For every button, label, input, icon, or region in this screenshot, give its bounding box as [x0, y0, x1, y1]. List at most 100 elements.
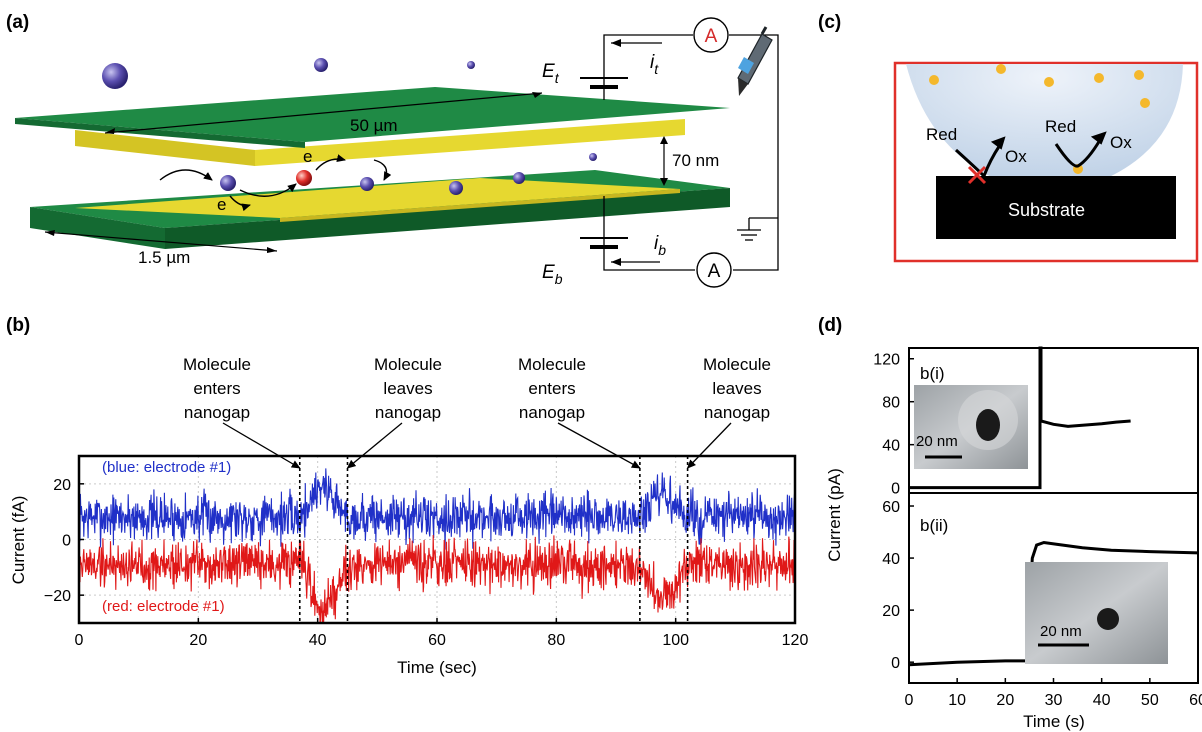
- series-d-bottom: [908, 540, 1199, 667]
- annotation-text: Molecule: [518, 355, 586, 374]
- pen-icon: [737, 26, 773, 96]
- annotation-arrow: [346, 422, 403, 469]
- series-d-top: [909, 346, 1131, 490]
- substrate-label: Substrate: [1008, 200, 1085, 220]
- y-tick-label-b: 20: [53, 477, 71, 494]
- reaction-arrow-2: [1054, 139, 1102, 168]
- annotation-text: Molecule: [183, 355, 251, 374]
- circuit: [603, 34, 779, 271]
- ammeter-top: [693, 17, 729, 53]
- molecule-gap: [220, 175, 236, 191]
- y-tick-label-d-top: 40: [882, 438, 900, 455]
- nanoparticles: [929, 64, 1150, 174]
- annotation-text: nanogap: [704, 403, 770, 422]
- x-tick-label-b: 60: [428, 632, 446, 649]
- ox-label-2: Ox: [1110, 133, 1132, 152]
- x-axis-label-d: Time (s): [1023, 712, 1085, 731]
- legend-blue: (blue: electrode #1): [102, 459, 231, 476]
- annotation-text: Molecule: [703, 355, 771, 374]
- dimension-50um-label: 50 µm: [350, 116, 398, 135]
- legend-red: (red: electrode #1): [102, 598, 225, 615]
- molecule-small: [467, 61, 475, 69]
- molecule-gap: [449, 181, 463, 195]
- annotation-text: nanogap: [184, 403, 250, 422]
- tem-image-top: 20 nm: [914, 385, 1028, 469]
- panel-c: (c) Substrate b Red Ox Red Ox: [818, 12, 1199, 263]
- eb-label: Eb: [542, 262, 563, 287]
- top-gold-front: [75, 130, 255, 166]
- annotation-text: enters: [193, 379, 240, 398]
- event-annotation: Molecule leaves nanogap: [346, 355, 442, 469]
- annotation-text: nanogap: [519, 403, 585, 422]
- electron-arrow: [159, 169, 213, 181]
- x-tick-label-d: 20: [996, 692, 1014, 709]
- subplot-label-top: b(i): [920, 364, 945, 383]
- axis-ticks-d: 0408012002040600102030405060: [873, 352, 1202, 709]
- y-tick-label-d-bottom: 60: [882, 499, 900, 516]
- molecule-small: [589, 153, 597, 161]
- tem-image-bottom: 20 nm: [1025, 562, 1168, 664]
- annotation-arrow: [686, 422, 732, 469]
- scale-bar-top: 20 nm: [916, 433, 958, 450]
- molecule: [314, 58, 328, 72]
- scale-bar-bottom: 20 nm: [1040, 623, 1082, 640]
- bottom-gold-edge: [280, 189, 680, 222]
- x-tick-label-d: 30: [1045, 692, 1063, 709]
- x-tick-label-d: 60: [1189, 692, 1202, 709]
- dimension-50um: [104, 92, 543, 134]
- top-electrode-front: [15, 118, 305, 148]
- dimension-1-5um-label: 1.5 µm: [138, 248, 190, 267]
- annotation-arrow: [222, 422, 301, 469]
- annotation-text: leaves: [383, 379, 432, 398]
- ox-label-1: Ox: [1005, 147, 1027, 166]
- annotation-text: enters: [528, 379, 575, 398]
- bottom-gold-film: [75, 178, 680, 218]
- x-tick-label-d: 0: [905, 692, 914, 709]
- panel-b: (b) Molecule enters nanogap Molecule leaves n…: [6, 315, 808, 677]
- electron-arrow: [315, 154, 346, 171]
- red-label-2: Red: [1045, 117, 1076, 136]
- x-tick-label-b: 0: [75, 632, 84, 649]
- event-lines: [298, 456, 689, 623]
- reaction-arrow-1: [954, 144, 1002, 179]
- annotation-text: Molecule: [374, 355, 442, 374]
- et-label: Et: [542, 61, 560, 86]
- blocked-cross-icon: [967, 165, 987, 185]
- y-tick-label-d-top: 80: [882, 395, 900, 412]
- molecule-large: [102, 63, 128, 89]
- annotation-arrow: [557, 422, 641, 469]
- dimension-70nm-label: 70 nm: [672, 151, 719, 170]
- electron-label-top: e: [303, 147, 312, 166]
- annotation-text: nanogap: [375, 403, 441, 422]
- panel-b-label: (b): [6, 315, 30, 336]
- axis-ticks-b: 0 20 40 60 80 100 120 −20 0 20: [44, 477, 809, 649]
- x-tick-label-d: 10: [948, 692, 966, 709]
- x-tick-label-d: 40: [1093, 692, 1111, 709]
- top-gold-side: [255, 119, 685, 166]
- dimension-1-5um: [44, 231, 278, 252]
- x-tick-label-b: 80: [547, 632, 565, 649]
- x-axis-label-b: Time (sec): [397, 658, 477, 677]
- electron-arrow: [239, 183, 297, 197]
- event-annotation: Molecule enters nanogap: [183, 355, 301, 469]
- x-tick-label-b: 20: [189, 632, 207, 649]
- ammeter-bottom: [696, 252, 732, 288]
- x-tick-label-b: 40: [309, 632, 327, 649]
- event-annotation: Molecule enters nanogap: [518, 355, 641, 469]
- top-electrode-top: [15, 87, 730, 142]
- ammeter-bottom-label: A: [708, 261, 721, 282]
- y-tick-label-d-bottom: 0: [891, 655, 900, 672]
- bottom-electrode-side: [165, 188, 730, 249]
- molecule-active: [296, 170, 312, 186]
- subplot-label-bottom: b(ii): [920, 516, 948, 535]
- panel-d-label: (d): [818, 315, 842, 336]
- panel-a: (a) e e 50 µm: [6, 12, 779, 288]
- substrate: [936, 176, 1176, 239]
- panel-d: (d) b(i) 20 nm b(ii) 20 nm 0 40 80 120 0 20 40…: [818, 315, 1202, 731]
- corner-label: b: [1159, 213, 1168, 230]
- electron-arrow: [229, 195, 251, 212]
- y-tick-label-b: 0: [62, 533, 71, 550]
- y-tick-label-d-top: 0: [891, 481, 900, 498]
- series-red-electrode-1: [79, 534, 795, 623]
